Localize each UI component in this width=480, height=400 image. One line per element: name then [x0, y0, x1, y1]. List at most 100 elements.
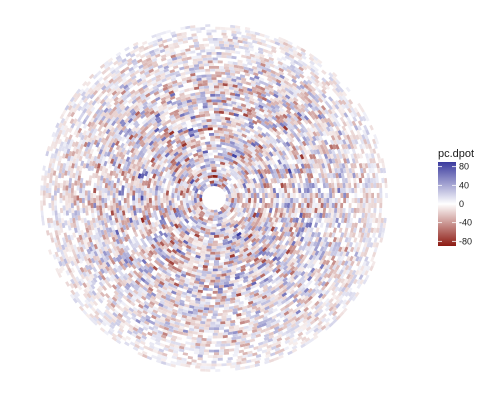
- heatmap-cell: [292, 217, 297, 223]
- heatmap-cell: [138, 182, 142, 189]
- heatmap-cell: [149, 301, 155, 306]
- heatmap-cell: [121, 58, 127, 64]
- heatmap-cell: [219, 326, 225, 330]
- heatmap-cell: [135, 95, 142, 101]
- heatmap-cell: [309, 163, 314, 169]
- heatmap-cell: [225, 323, 231, 327]
- heatmap-cell: [374, 198, 377, 203]
- heatmap-cell: [261, 187, 265, 194]
- heatmap-cell: [281, 198, 285, 204]
- heatmap-cell: [65, 210, 69, 216]
- heatmap-cell: [74, 120, 80, 127]
- heatmap-cell: [257, 160, 263, 166]
- heatmap-cell: [152, 349, 159, 354]
- heatmap-cell: [215, 321, 221, 325]
- heatmap-cell: [135, 198, 138, 204]
- heatmap-cell: [110, 185, 114, 191]
- heatmap-cell: [273, 212, 278, 219]
- heatmap-cell: [222, 204, 227, 209]
- heatmap-cell: [121, 78, 128, 84]
- heatmap-cell: [264, 212, 269, 219]
- heatmap-cell: [148, 326, 155, 331]
- heatmap-cell: [132, 64, 139, 70]
- heatmap-cell: [364, 177, 368, 184]
- heatmap-cell: [262, 339, 269, 345]
- heatmap-cell: [317, 202, 321, 209]
- heatmap-cell: [289, 128, 295, 135]
- heatmap-cell: [317, 93, 324, 99]
- heatmap-cell: [54, 190, 57, 196]
- heatmap-cell: [210, 138, 216, 142]
- heatmap-cell: [95, 167, 100, 174]
- heatmap-cell: [160, 96, 167, 102]
- heatmap-cell: [295, 249, 301, 256]
- heatmap-cell: [81, 95, 87, 101]
- heatmap-cell: [127, 114, 133, 120]
- heatmap-cell: [73, 200, 77, 206]
- heatmap-cell: [108, 215, 113, 221]
- heatmap-cell: [171, 192, 175, 198]
- heatmap-cell: [257, 126, 263, 132]
- heatmap-cell: [189, 136, 195, 141]
- heatmap-cell: [280, 217, 285, 223]
- heatmap-cell: [141, 274, 148, 280]
- heatmap-cell: [133, 101, 139, 107]
- heatmap-cell: [167, 144, 174, 151]
- heatmap-cell: [239, 207, 244, 213]
- heatmap-cell: [201, 77, 207, 81]
- heatmap-cell: [291, 244, 297, 251]
- heatmap-cell: [206, 183, 211, 188]
- heatmap-cell: [90, 193, 94, 198]
- heatmap-cell: [222, 267, 228, 271]
- heatmap-cell: [275, 146, 281, 152]
- heatmap-cell: [76, 253, 81, 260]
- heatmap-cell: [120, 219, 125, 226]
- heatmap-cell: [327, 255, 333, 262]
- heatmap-cell: [152, 237, 158, 243]
- heatmap-cell: [265, 139, 271, 145]
- heatmap-cell: [183, 286, 189, 291]
- heatmap-cell: [184, 233, 190, 239]
- heatmap-cell: [144, 180, 149, 186]
- heatmap-cell: [189, 211, 195, 218]
- heatmap-cell: [188, 127, 194, 132]
- heatmap-cell: [234, 119, 241, 124]
- heatmap-cell: [152, 226, 158, 232]
- heatmap-cell: [130, 210, 134, 216]
- heatmap-cell: [268, 300, 275, 306]
- heatmap-cell: [160, 136, 167, 142]
- heatmap-cell: [157, 190, 161, 196]
- heatmap-cell: [82, 203, 86, 209]
- heatmap-cell: [303, 275, 310, 281]
- heatmap-cell: [166, 158, 172, 164]
- heatmap-cell: [114, 173, 119, 179]
- heatmap-cell: [154, 93, 161, 99]
- heatmap-cell: [274, 235, 280, 242]
- heatmap-cell: [195, 277, 201, 282]
- heatmap-cell: [259, 217, 264, 223]
- heatmap-cell: [289, 120, 296, 126]
- heatmap-cell: [179, 275, 186, 281]
- heatmap-cell: [202, 218, 209, 224]
- heatmap-cell: [169, 295, 176, 301]
- heatmap-cell: [318, 192, 321, 198]
- heatmap-cell: [120, 170, 125, 177]
- heatmap-cell: [175, 99, 182, 104]
- heatmap-cell: [313, 126, 319, 133]
- heatmap-cell: [190, 70, 196, 74]
- heatmap-cell: [209, 85, 214, 89]
- heatmap-cell: [126, 192, 130, 198]
- heatmap-cell: [272, 251, 278, 258]
- heatmap-cell: [346, 134, 351, 141]
- heatmap-cell: [299, 80, 306, 86]
- heatmap-cell: [184, 183, 189, 189]
- heatmap-cell: [112, 78, 118, 84]
- heatmap-cell: [358, 256, 363, 262]
- heatmap-cell: [166, 119, 172, 124]
- heatmap-cell: [177, 195, 180, 201]
- heatmap-cell: [188, 112, 195, 117]
- heatmap-cell: [102, 261, 108, 268]
- heatmap-cell: [125, 165, 130, 172]
- heatmap-cell: [162, 304, 169, 310]
- heatmap-cell: [138, 135, 144, 141]
